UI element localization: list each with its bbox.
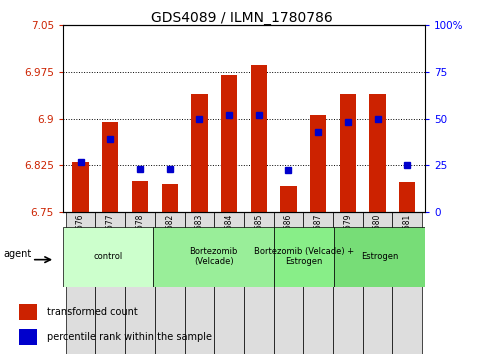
Bar <box>155 212 185 354</box>
Bar <box>303 212 333 354</box>
Bar <box>251 65 267 212</box>
Text: percentile rank within the sample: percentile rank within the sample <box>47 332 212 342</box>
Bar <box>66 212 96 354</box>
Bar <box>19 329 38 345</box>
Bar <box>399 182 415 212</box>
Bar <box>392 212 422 354</box>
Bar <box>19 304 38 320</box>
Bar <box>72 162 89 212</box>
Bar <box>221 75 237 212</box>
Text: Estrogen: Estrogen <box>361 252 398 261</box>
Bar <box>244 212 273 354</box>
Bar <box>154 227 274 287</box>
Bar <box>102 122 118 212</box>
Text: transformed count: transformed count <box>47 307 138 317</box>
Text: control: control <box>93 252 123 261</box>
Bar <box>185 212 214 354</box>
Bar <box>333 212 363 354</box>
Bar <box>125 212 155 354</box>
Bar <box>340 93 356 212</box>
Bar <box>63 227 154 287</box>
Text: Bortezomib (Velcade) +
Estrogen: Bortezomib (Velcade) + Estrogen <box>254 247 355 266</box>
Bar <box>310 115 327 212</box>
Bar <box>363 212 392 354</box>
Bar <box>132 181 148 212</box>
Bar <box>214 212 244 354</box>
Bar <box>161 184 178 212</box>
Bar <box>335 227 425 287</box>
Bar <box>191 93 208 212</box>
Text: agent: agent <box>3 249 31 259</box>
Text: Bortezomib
(Velcade): Bortezomib (Velcade) <box>189 247 238 266</box>
Bar <box>273 212 303 354</box>
Bar <box>280 185 297 212</box>
Bar <box>274 227 335 287</box>
Bar <box>96 212 125 354</box>
Text: GDS4089 / ILMN_1780786: GDS4089 / ILMN_1780786 <box>151 11 332 25</box>
Bar <box>369 93 386 212</box>
